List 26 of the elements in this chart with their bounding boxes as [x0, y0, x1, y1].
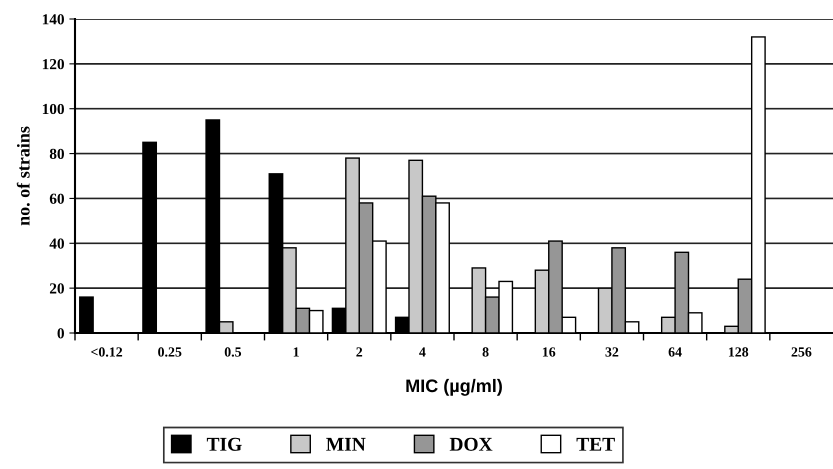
- x-tick-label: 16: [542, 347, 556, 357]
- legend-label: TIG: [206, 438, 242, 451]
- y-tick-label: 60: [50, 194, 64, 204]
- x-tick-label: <0.12: [91, 347, 122, 357]
- x-axis-title: MIC (µg/ml): [406, 378, 502, 396]
- y-axis-title: no. of strains: [16, 126, 30, 226]
- x-tick-label: 32: [605, 347, 618, 357]
- y-tick-label: 100: [42, 104, 64, 114]
- x-tick-label: 0.25: [158, 347, 182, 357]
- x-tick-label: 256: [792, 347, 812, 357]
- y-tick-label: 140: [42, 14, 64, 24]
- x-tick-label: 4: [419, 347, 426, 357]
- y-tick-label: 120: [42, 59, 64, 70]
- legend-label: MIN: [326, 438, 366, 451]
- x-tick-label: 8: [482, 347, 489, 357]
- legend-label: DOX: [450, 438, 492, 451]
- x-tick-label: 64: [668, 347, 682, 357]
- y-tick-label: 0: [58, 328, 64, 338]
- x-tick-label: 128: [728, 347, 748, 357]
- x-tick-label: 2: [356, 347, 362, 357]
- legend-label: TET: [576, 438, 615, 451]
- x-tick-label: 0.5: [224, 347, 242, 357]
- y-tick-label: 40: [50, 238, 64, 249]
- y-tick-label: 80: [50, 148, 64, 160]
- x-tick-label: 1: [294, 347, 299, 357]
- y-tick-label: 20: [50, 283, 64, 294]
